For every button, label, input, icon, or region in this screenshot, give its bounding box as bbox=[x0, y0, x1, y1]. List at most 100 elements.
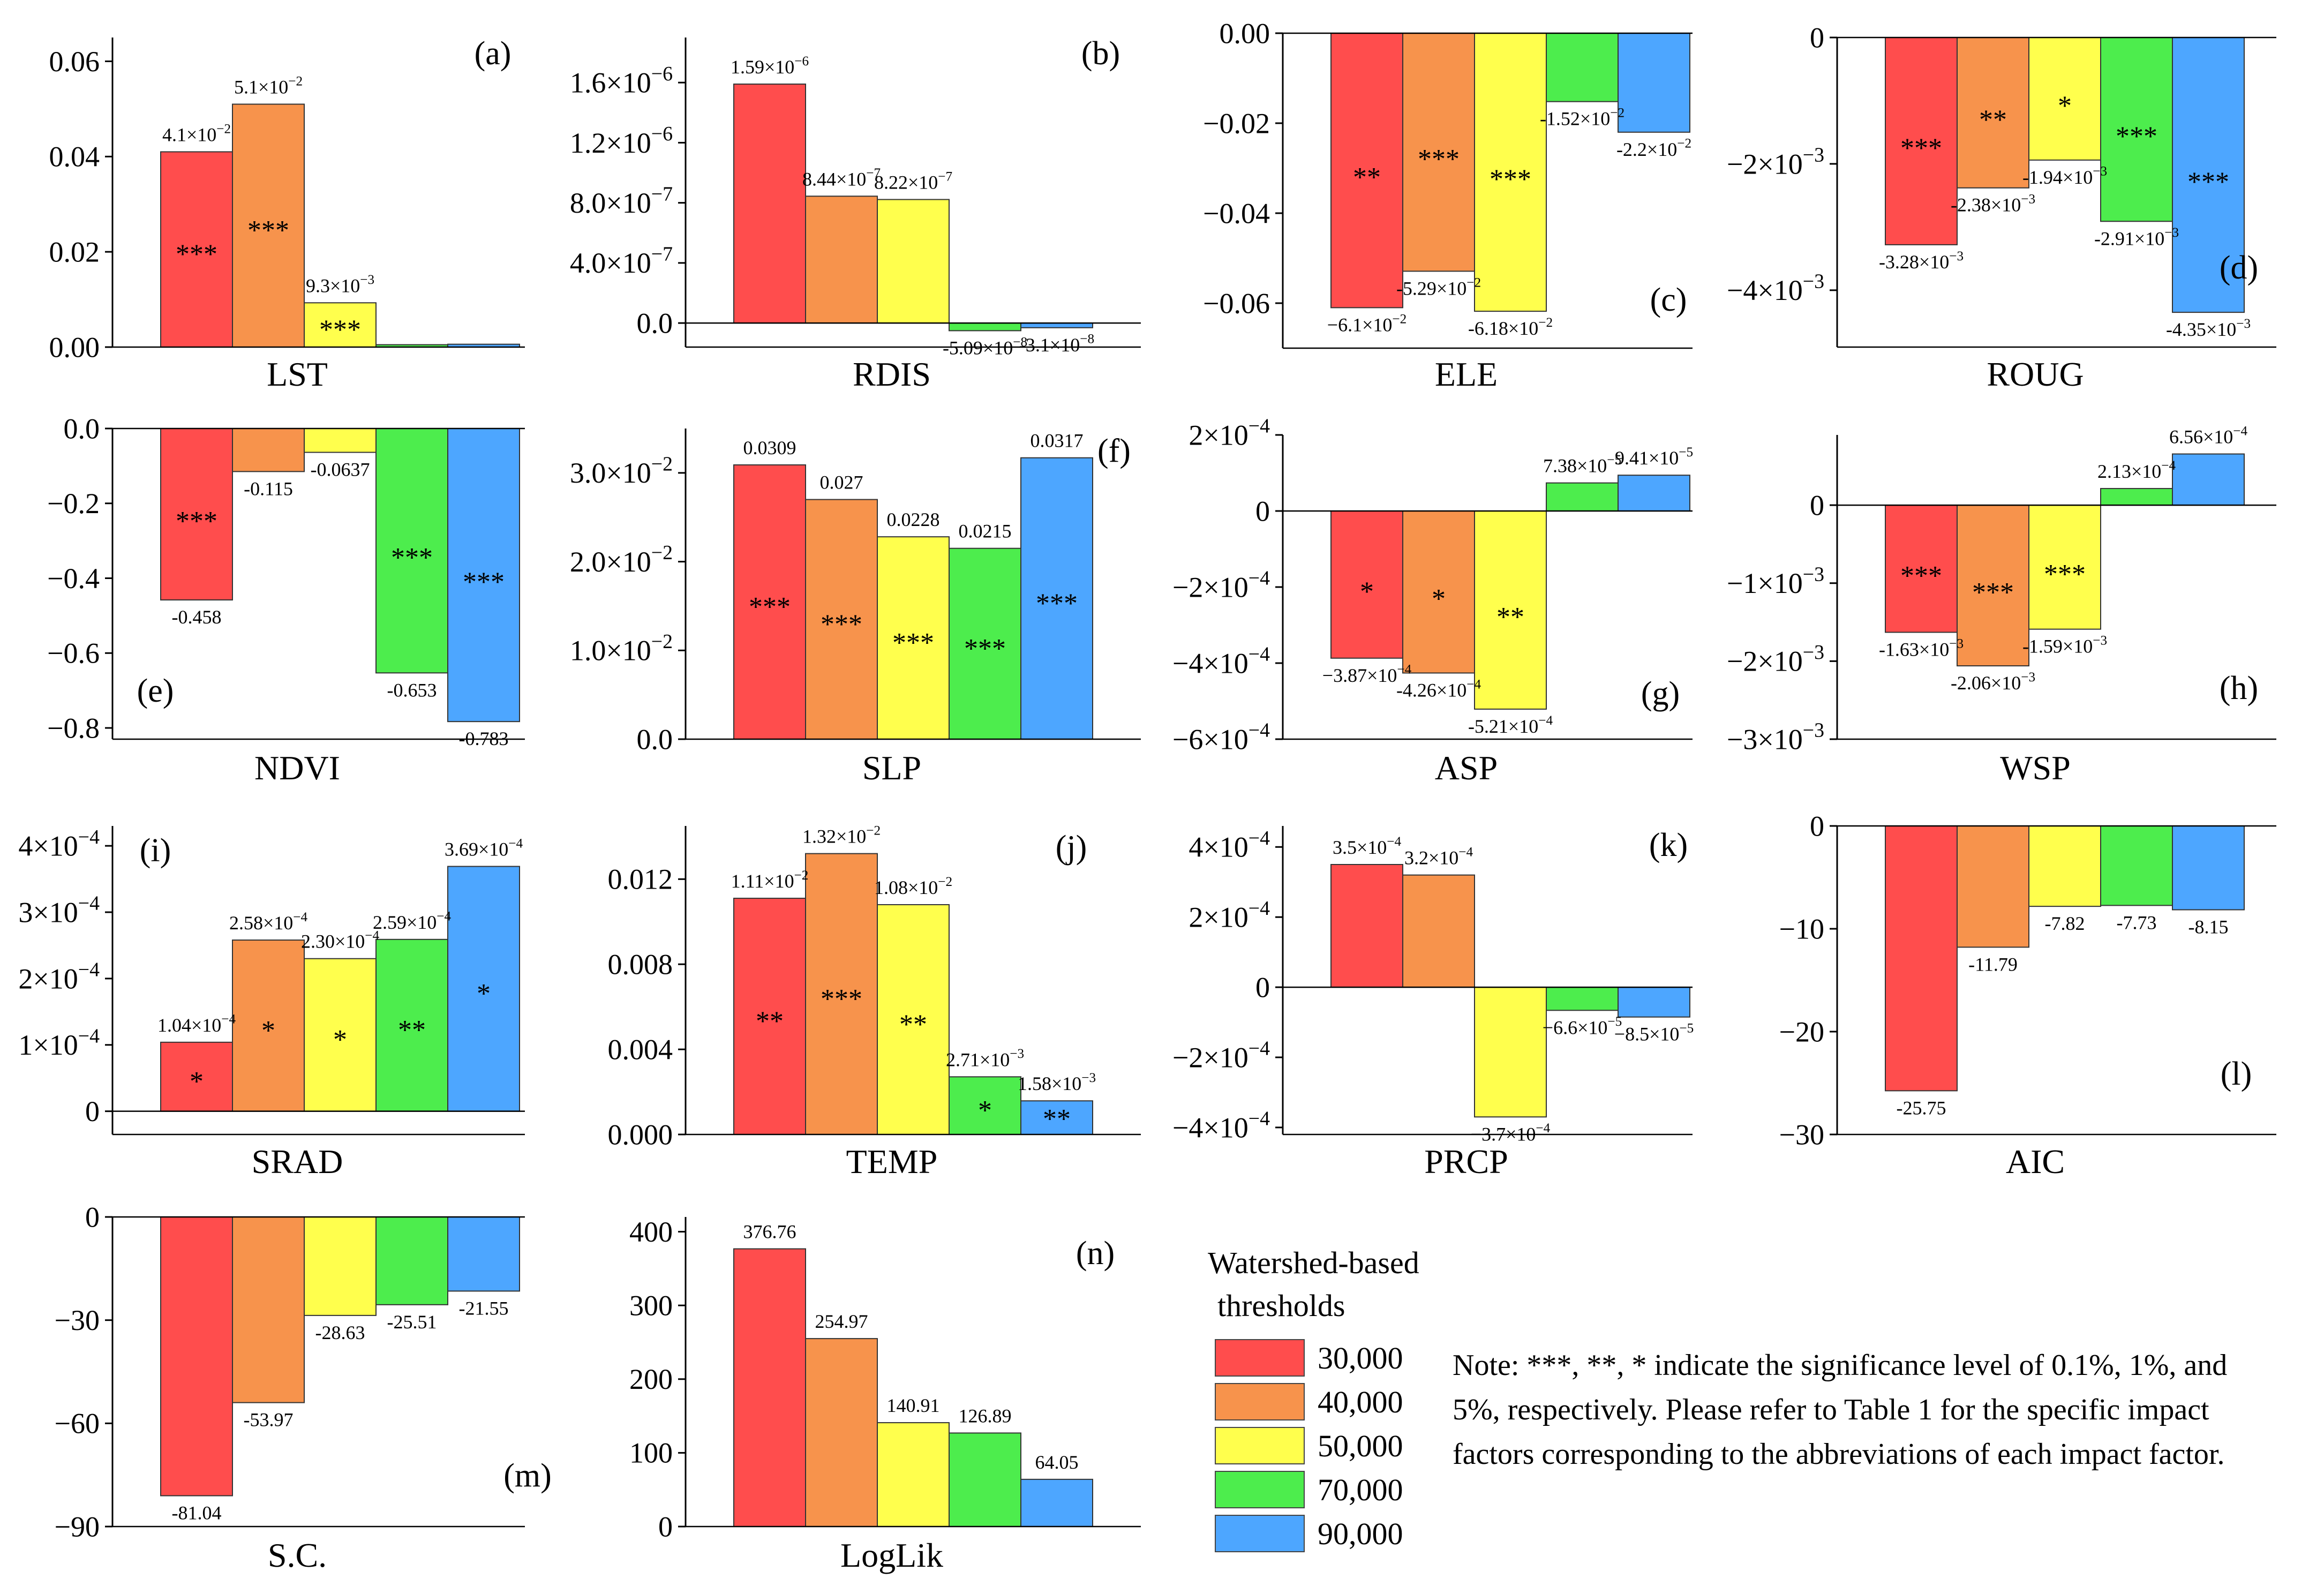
bar-30000 bbox=[733, 464, 806, 740]
significance-stars: *** bbox=[1036, 588, 1078, 619]
bar-50000 bbox=[304, 428, 377, 453]
bar-70000 bbox=[2100, 488, 2173, 506]
significance-stars: * bbox=[978, 1095, 992, 1126]
y-tick-label: −60 bbox=[55, 1408, 100, 1440]
significance-stars: ** bbox=[1043, 1104, 1071, 1134]
data-label: -5.09×10−8 bbox=[943, 335, 1027, 358]
data-label: 1.59×10−6 bbox=[731, 54, 809, 78]
bar-40000 bbox=[232, 1216, 305, 1403]
data-label: 2.71×10−3 bbox=[946, 1047, 1024, 1070]
y-tick-label: 4×10−4 bbox=[1189, 827, 1270, 863]
y-tick-label: 2×10−4 bbox=[1189, 415, 1270, 452]
bar-50000 bbox=[304, 302, 377, 348]
bar-30000 bbox=[1885, 505, 1958, 633]
y-tick-label: −0.04 bbox=[1203, 197, 1270, 229]
y-tick-label: 0.000 bbox=[608, 1118, 673, 1151]
legend-label-40000: 40,000 bbox=[1318, 1385, 1403, 1419]
data-label: -5.21×10−4 bbox=[1468, 713, 1553, 737]
bar-30000 bbox=[160, 1216, 233, 1497]
legend-swatch-40000 bbox=[1215, 1383, 1305, 1420]
data-label: 4.1×10−2 bbox=[162, 122, 231, 145]
data-label: -8.15 bbox=[2188, 916, 2229, 937]
chart-panel-g: 2×10−4 0 −2×10−4 −4×10−4 −6×10−4 −3.87×10−4 * -… bbox=[1172, 415, 1693, 787]
y-tick-label: −2×10−4 bbox=[1172, 567, 1270, 604]
y-tick-label: 0.012 bbox=[608, 863, 673, 896]
chart-panel-h: 0 −1×10−3 −2×10−3 −3×10−3 -1.63×10−3 *** -2.06… bbox=[1727, 424, 2276, 787]
bar-50000 bbox=[304, 1216, 377, 1316]
chart-panel-f: 0.0 1.0×10−2 2.0×10−2 3.0×10−2 0.0309 *** 0.02… bbox=[570, 429, 1141, 787]
bar-40000 bbox=[805, 499, 878, 740]
data-label: 3.69×10−4 bbox=[445, 836, 523, 860]
y-tick-label: −0.02 bbox=[1203, 107, 1270, 139]
data-label: -2.06×10−3 bbox=[1951, 670, 2035, 694]
chart-panel-e: 0.0 −0.2 −0.4 −0.6 −0.8 -0.458 *** -0.115 -0.063… bbox=[47, 412, 525, 787]
significance-stars: ** bbox=[899, 1009, 927, 1040]
significance-stars: ** bbox=[398, 1015, 426, 1046]
significance-stars: *** bbox=[319, 315, 361, 345]
significance-stars: ** bbox=[756, 1006, 784, 1037]
y-tick-label: 0 bbox=[658, 1510, 673, 1543]
y-tick-label: 2×10−4 bbox=[18, 959, 100, 995]
panel-label: (h) bbox=[2220, 670, 2258, 706]
significance-stars: *** bbox=[1900, 133, 1942, 163]
bar-50000 bbox=[2028, 505, 2101, 630]
bar-50000 bbox=[877, 1422, 950, 1528]
x-axis-label: RDIS bbox=[853, 355, 931, 393]
bar-70000 bbox=[949, 1432, 1021, 1528]
bar-50000 bbox=[877, 199, 950, 324]
y-tick-label: 400 bbox=[629, 1216, 673, 1248]
data-label: 64.05 bbox=[1035, 1452, 1079, 1473]
data-label: -53.97 bbox=[244, 1409, 294, 1431]
data-label: -81.04 bbox=[172, 1502, 222, 1523]
y-tick-label: 0.0 bbox=[637, 307, 673, 339]
data-label: 1.08×10−2 bbox=[874, 875, 952, 898]
bar-90000 bbox=[447, 866, 520, 1112]
data-label: 2.13×10−4 bbox=[2097, 458, 2176, 482]
y-tick-label: −4×10−3 bbox=[1727, 270, 1824, 306]
data-label: 2.59×10−4 bbox=[373, 909, 452, 933]
significance-stars: *** bbox=[463, 567, 505, 598]
y-tick-label: 0.0 bbox=[637, 723, 673, 755]
significance-stars: *** bbox=[892, 628, 934, 658]
data-label: -4.26×10−4 bbox=[1396, 677, 1481, 701]
y-tick-label: 0.06 bbox=[49, 46, 100, 78]
y-tick-label: 0 bbox=[1810, 21, 1824, 54]
bar-70000 bbox=[375, 1216, 448, 1305]
data-label: 140.91 bbox=[887, 1395, 940, 1416]
significance-stars: * bbox=[1432, 584, 1446, 614]
bar-70000 bbox=[1546, 33, 1619, 102]
data-label: 9.3×10−3 bbox=[306, 273, 374, 296]
data-label: 0.0228 bbox=[887, 509, 940, 530]
bar-40000 bbox=[232, 103, 305, 348]
data-label: -1.94×10−3 bbox=[2022, 164, 2107, 188]
bar-30000 bbox=[1330, 864, 1403, 988]
data-label: -3.28×10−3 bbox=[1879, 249, 1964, 273]
x-axis-label: AIC bbox=[2006, 1142, 2065, 1181]
data-label: 254.97 bbox=[815, 1311, 868, 1332]
bar-70000 bbox=[375, 428, 448, 674]
x-axis-label: SLP bbox=[862, 749, 921, 787]
x-axis-label: WSP bbox=[2000, 749, 2071, 787]
bar-30000 bbox=[1330, 510, 1403, 659]
data-label: -7.82 bbox=[2045, 913, 2085, 934]
significance-stars: *** bbox=[821, 984, 862, 1014]
y-tick-label: 1.6×10−6 bbox=[570, 63, 673, 99]
bar-30000 bbox=[160, 428, 233, 601]
y-tick-label: 0 bbox=[1255, 495, 1270, 527]
data-label: -28.63 bbox=[315, 1322, 365, 1343]
y-tick-label: 0.00 bbox=[1220, 17, 1270, 49]
y-tick-label: −4×10−4 bbox=[1172, 1108, 1270, 1144]
data-label: 1.11×10−2 bbox=[731, 868, 809, 892]
data-label: 7.38×10−5 bbox=[1543, 453, 1621, 477]
chart-panel-a: 0.00 0.02 0.04 0.06 4.1×10−2 *** 5.1×10−2 *** 9.… bbox=[49, 35, 525, 393]
y-tick-label: −6×10−4 bbox=[1172, 719, 1270, 756]
data-label: -2.38×10−3 bbox=[1951, 192, 2035, 216]
bar-30000 bbox=[160, 151, 233, 348]
data-label: -0.0637 bbox=[311, 459, 370, 480]
data-label: -2.91×10−3 bbox=[2094, 226, 2179, 249]
y-tick-label: 2.0×10−2 bbox=[570, 542, 673, 578]
bar-40000 bbox=[805, 1338, 878, 1528]
y-tick-label: −2×10−4 bbox=[1172, 1038, 1270, 1074]
chart-panel-d: 0−2×10−3−4×10−3-3.28×10−3***-2.38×10−3**… bbox=[1727, 21, 2276, 393]
significance-stars: *** bbox=[1900, 561, 1942, 591]
